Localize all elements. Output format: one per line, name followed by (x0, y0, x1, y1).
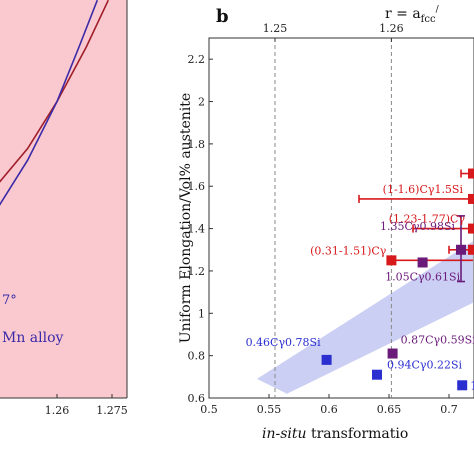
shaded-band-layer (257, 241, 473, 394)
plot-frame (208, 37, 474, 399)
top-axis-formula-main: r = a (385, 6, 421, 22)
panel-a-background (0, 0, 127, 398)
red-point-3-label: (1-1.6)Cγ1.5Si (383, 183, 464, 196)
x-tick-label-4: 0.65 (377, 403, 402, 416)
y-tick-label-6: 1.6 (188, 180, 206, 193)
y-tick-label-9: 2.2 (188, 53, 206, 66)
y-axis-title: Uniform Elongation/Vol% austenite (178, 93, 194, 343)
red-point-2 (468, 223, 474, 234)
blue-point-3-label: 1.11Cγ0.22 (470, 379, 474, 392)
red-point-1 (386, 255, 397, 266)
panel-a-alloy-annotation: Mn alloy (2, 330, 64, 346)
purple-point-1 (456, 244, 466, 255)
blue-point-3 (457, 380, 468, 391)
y-tick-label-4: 1.2 (188, 265, 206, 278)
x-tick-label-2: 0.55 (257, 403, 282, 416)
panel-a-angle-annotation: 7° (2, 293, 17, 308)
dashed-reference-lines: 1.25 1.26 (263, 22, 404, 398)
red-point-3 (468, 193, 474, 204)
panel-a-series-line-1 (0, 0, 110, 183)
panel-a-x-tick-label-2: 1.275 (96, 404, 128, 417)
panel-a: 1.26 1.275 7° Mn alloy (0, 0, 128, 417)
red-point-1-label: (0.31-1.51)Cγ (310, 244, 387, 257)
y-tick-label-7: 1.8 (188, 138, 206, 151)
y-tick-label-5: 1.4 (188, 223, 206, 236)
axis-ticks: 0.5 0.55 0.6 0.65 0.7 0.6 0.8 1 1.2 1.4 1.6 1.8 2 2.2 (188, 53, 458, 416)
panel-a-x-tick-label-1: 1.26 (45, 404, 70, 417)
x-axis-title: in-situ transformatio (262, 426, 408, 442)
purple-point-2 (417, 257, 428, 268)
purple-point-3-label: 0.87Cγ0.59Si (401, 334, 474, 347)
top-axis-formula-sub: fcc (421, 14, 436, 25)
blue-point-1-label: 0.46Cγ0.78Si (246, 336, 322, 349)
purple-point-2-label: 1.05Cγ0.61Si (385, 270, 461, 283)
data-points (321, 168, 474, 391)
blue-point-2-label: 0.94Cγ0.22Si (387, 359, 463, 372)
purple-point-3 (387, 348, 398, 359)
top-axis-formula: r = afcc/ (385, 5, 440, 25)
top-tick-label-1: 1.25 (263, 22, 288, 35)
top-axis-formula-sup: / (436, 5, 440, 15)
red-point-5 (468, 168, 474, 179)
x-tick-label-5: 0.7 (440, 403, 458, 416)
blue-point-2 (372, 369, 382, 380)
purple-point-1-label: 1.35Cγ0.98Si (380, 220, 456, 233)
y-tick-label-3: 1 (198, 307, 205, 320)
y-tick-label-1: 0.6 (188, 392, 206, 405)
blue-point-1 (321, 354, 332, 365)
y-tick-label-8: 2 (198, 96, 205, 109)
y-tick-label-2: 0.8 (188, 350, 206, 363)
x-axis-title-rest: transformatio (307, 426, 409, 442)
point-labels: (0.31-1.51)Cγ (1.23-1.77)Cγ (1-1.6)Cγ1.5Si… (246, 183, 474, 392)
x-tick-label-3: 0.6 (320, 403, 338, 416)
red-point-2-label: (1.23-1.77)Cγ (389, 213, 466, 226)
panel-b-label: b (216, 6, 229, 27)
x-axis-title-italic: in-situ (262, 426, 307, 442)
red-point-4 (468, 244, 474, 255)
uncertainty-band (257, 241, 473, 394)
x-tick-label-1: 0.5 (200, 403, 218, 416)
panel-a-series-line-2 (0, 0, 99, 206)
panel-b: b r = afcc/ 1.25 1.26 0.5 0.55 0.6 0.65 0.70.… (178, 5, 474, 442)
top-tick-label-2: 1.26 (379, 22, 404, 35)
